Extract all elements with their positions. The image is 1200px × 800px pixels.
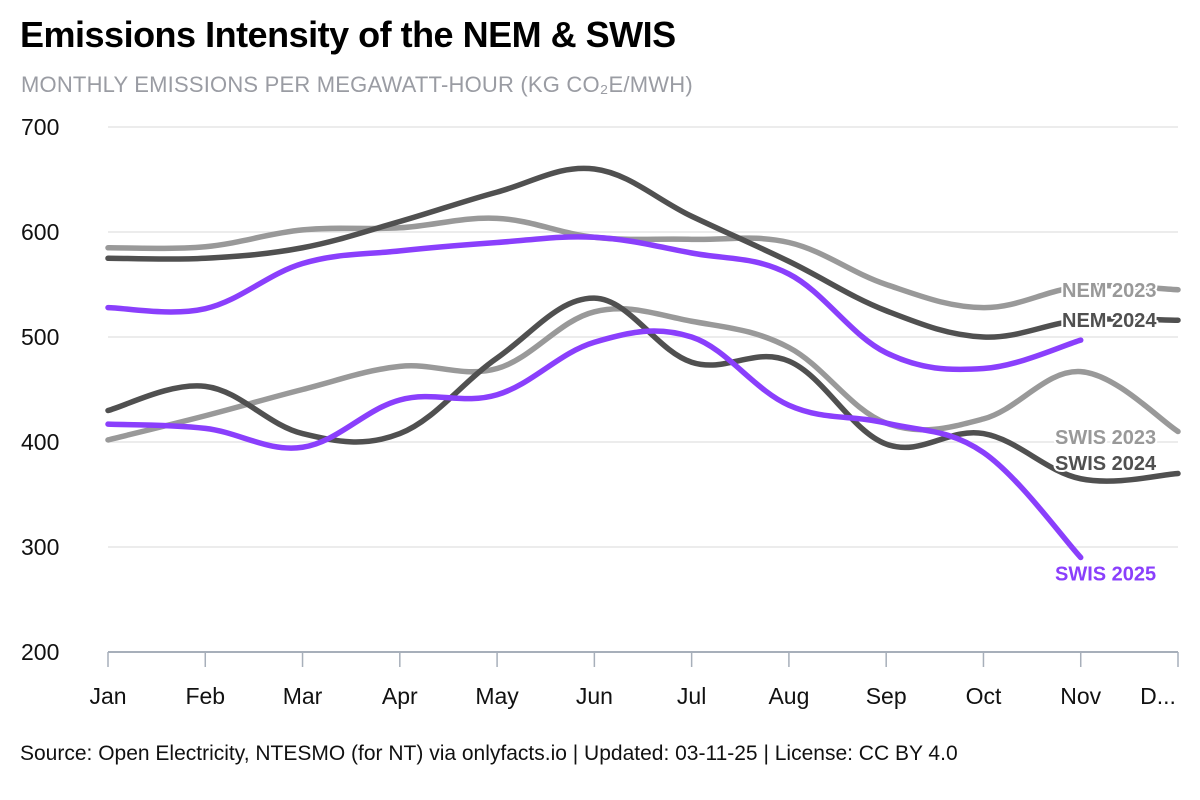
series-label-swis-2024: SWIS 2024 <box>1055 453 1157 475</box>
series-label-nem-2023: NEM 2023 <box>1062 280 1157 302</box>
series-line-nem-2025 <box>105 234 1084 373</box>
x-tick-label: Nov <box>1060 683 1101 709</box>
x-tick-label: Jan <box>89 683 126 709</box>
x-tick-label: Apr <box>382 683 418 709</box>
y-tick-label: 300 <box>21 534 59 560</box>
y-tick-label: 200 <box>21 639 59 665</box>
series-label-swis-2025: SWIS 2025 <box>1055 563 1156 585</box>
chart-title: Emissions Intensity of the NEM & SWIS <box>20 14 676 55</box>
x-tick-label: Oct <box>966 683 1002 709</box>
x-axis: Jan Feb Mar Apr May Jun Jul Aug Sep Oct Nov D... <box>89 651 1179 709</box>
x-tick-label: Jun <box>576 683 613 709</box>
source-footer: Source: Open Electricity, NTESMO (for NT… <box>20 742 958 765</box>
chart-subtitle: MONTHLY EMISSIONS PER MEGAWATT-HOUR (KG … <box>21 72 693 97</box>
x-tick-label: Sep <box>866 683 907 709</box>
x-tick-label: Aug <box>768 683 809 709</box>
x-tick-label: Mar <box>283 683 323 709</box>
series-line-swis-2023 <box>105 306 1181 443</box>
y-tick-label: 400 <box>21 429 59 455</box>
y-axis: 200 300 400 500 600 700 <box>21 114 59 665</box>
y-tick-label: 600 <box>21 219 59 245</box>
series-line-swis-2024 <box>105 295 1181 484</box>
x-tick-label: D... <box>1140 683 1176 709</box>
x-tick-label: May <box>475 683 519 709</box>
y-tick-label: 500 <box>21 324 59 350</box>
series-labels: NEM 2023 NEM 2024 SWIS 2023 SWIS 2024 SWIS 2… <box>1053 278 1159 588</box>
series-line-nem-2023 <box>105 215 1181 311</box>
x-tick-label: Jul <box>677 683 706 709</box>
x-tick-label: Feb <box>185 683 225 709</box>
series-line-swis-2025 <box>105 328 1084 561</box>
series-lines <box>105 165 1181 561</box>
y-tick-label: 700 <box>21 114 59 140</box>
series-line-nem-2024 <box>105 165 1181 340</box>
series-label-swis-2023: SWIS 2023 <box>1055 427 1156 449</box>
series-label-nem-2024: NEM 2024 <box>1062 310 1157 332</box>
